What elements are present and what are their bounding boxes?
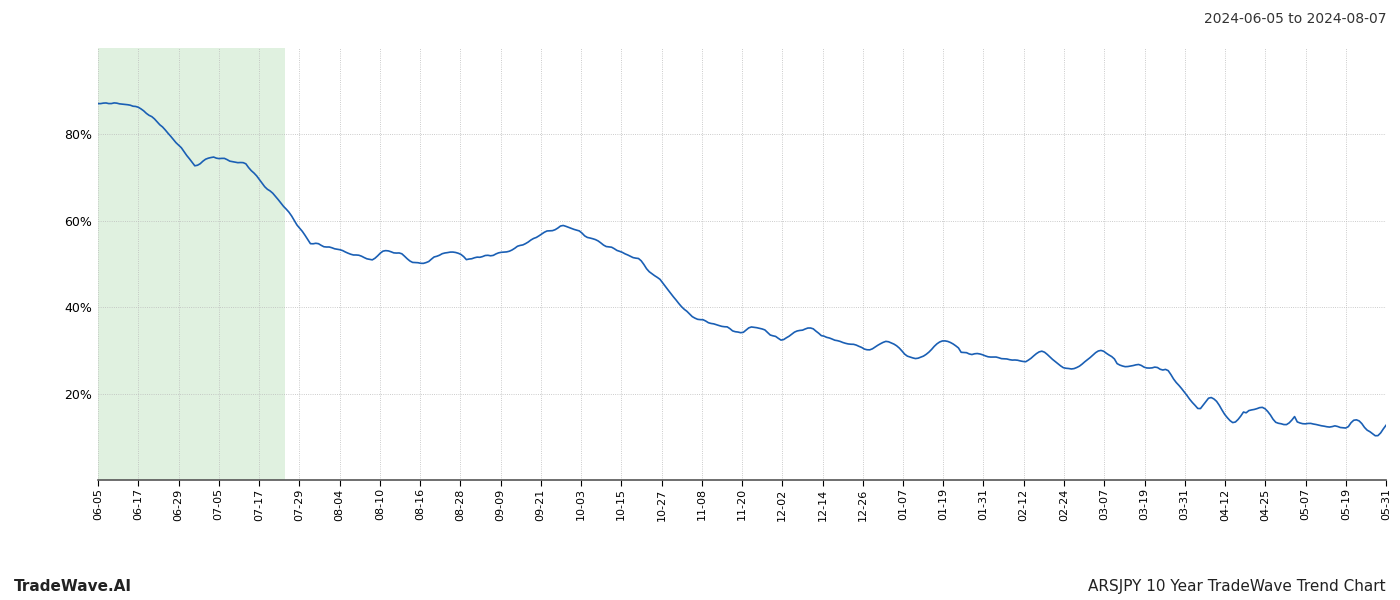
- Bar: [98, 48, 284, 480]
- Text: TradeWave.AI: TradeWave.AI: [14, 579, 132, 594]
- Text: 2024-06-05 to 2024-08-07: 2024-06-05 to 2024-08-07: [1204, 12, 1386, 26]
- Text: ARSJPY 10 Year TradeWave Trend Chart: ARSJPY 10 Year TradeWave Trend Chart: [1088, 579, 1386, 594]
